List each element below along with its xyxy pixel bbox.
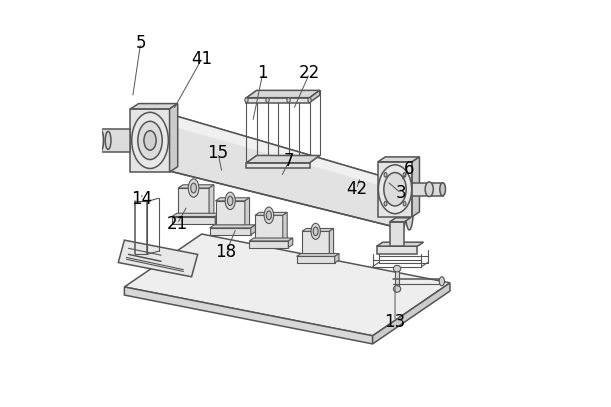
- Ellipse shape: [97, 129, 104, 152]
- Polygon shape: [296, 254, 339, 256]
- Text: 41: 41: [191, 50, 212, 68]
- Polygon shape: [170, 104, 178, 172]
- Ellipse shape: [378, 165, 412, 214]
- Ellipse shape: [105, 131, 111, 149]
- Ellipse shape: [156, 113, 166, 168]
- Polygon shape: [377, 246, 417, 254]
- Polygon shape: [251, 225, 255, 235]
- Polygon shape: [255, 215, 283, 241]
- Polygon shape: [249, 238, 293, 241]
- Ellipse shape: [403, 201, 406, 206]
- Polygon shape: [378, 162, 412, 217]
- Polygon shape: [249, 241, 288, 247]
- Polygon shape: [288, 238, 293, 247]
- Ellipse shape: [144, 131, 156, 150]
- Text: 5: 5: [136, 34, 146, 52]
- Text: 7: 7: [284, 152, 295, 170]
- Polygon shape: [210, 225, 255, 228]
- Polygon shape: [166, 114, 415, 195]
- Polygon shape: [131, 109, 170, 172]
- Polygon shape: [329, 228, 334, 256]
- Text: 14: 14: [131, 190, 153, 208]
- Ellipse shape: [266, 98, 269, 103]
- Polygon shape: [377, 242, 423, 246]
- Polygon shape: [125, 287, 373, 344]
- Polygon shape: [310, 90, 320, 103]
- Polygon shape: [378, 157, 420, 162]
- Text: 6: 6: [404, 160, 414, 178]
- Ellipse shape: [308, 98, 311, 103]
- Polygon shape: [172, 213, 220, 217]
- Polygon shape: [125, 234, 450, 336]
- Polygon shape: [296, 256, 335, 263]
- Ellipse shape: [132, 112, 169, 168]
- Ellipse shape: [245, 98, 248, 103]
- Ellipse shape: [311, 223, 320, 239]
- Polygon shape: [302, 228, 334, 231]
- Polygon shape: [172, 217, 215, 224]
- Polygon shape: [209, 185, 214, 217]
- Text: 21: 21: [167, 215, 188, 233]
- Polygon shape: [302, 231, 329, 256]
- Polygon shape: [395, 269, 399, 289]
- Polygon shape: [390, 218, 411, 222]
- Polygon shape: [412, 157, 420, 217]
- Polygon shape: [178, 185, 214, 188]
- Polygon shape: [246, 98, 310, 103]
- Ellipse shape: [266, 211, 271, 220]
- Ellipse shape: [188, 179, 199, 197]
- Ellipse shape: [440, 183, 445, 196]
- Polygon shape: [178, 188, 209, 217]
- Text: 42: 42: [346, 180, 367, 198]
- Ellipse shape: [264, 207, 274, 223]
- Ellipse shape: [403, 173, 406, 177]
- Polygon shape: [216, 201, 245, 228]
- Polygon shape: [335, 254, 339, 263]
- Ellipse shape: [439, 277, 444, 286]
- Polygon shape: [373, 283, 450, 344]
- Polygon shape: [154, 114, 415, 229]
- Ellipse shape: [191, 183, 196, 193]
- Polygon shape: [246, 90, 320, 98]
- Ellipse shape: [405, 185, 414, 230]
- Text: 13: 13: [384, 313, 406, 330]
- Text: 15: 15: [207, 144, 229, 162]
- Polygon shape: [119, 240, 197, 277]
- Polygon shape: [210, 228, 251, 235]
- Polygon shape: [255, 212, 287, 215]
- Polygon shape: [246, 163, 310, 168]
- Ellipse shape: [393, 265, 401, 272]
- Ellipse shape: [425, 182, 433, 197]
- Ellipse shape: [384, 173, 406, 206]
- Ellipse shape: [287, 98, 290, 103]
- Polygon shape: [215, 213, 220, 224]
- Text: 22: 22: [299, 64, 320, 82]
- Ellipse shape: [138, 121, 163, 160]
- Ellipse shape: [393, 286, 401, 292]
- Polygon shape: [246, 155, 320, 163]
- Text: 1: 1: [257, 64, 268, 82]
- Polygon shape: [100, 129, 131, 152]
- Polygon shape: [245, 198, 249, 228]
- Polygon shape: [216, 198, 249, 201]
- Polygon shape: [412, 183, 442, 196]
- Text: 3: 3: [396, 184, 406, 202]
- Polygon shape: [131, 104, 178, 109]
- Ellipse shape: [384, 173, 387, 177]
- Text: 18: 18: [216, 243, 236, 261]
- Polygon shape: [390, 222, 404, 246]
- Ellipse shape: [225, 192, 235, 210]
- Ellipse shape: [313, 227, 318, 236]
- Polygon shape: [283, 212, 287, 241]
- Ellipse shape: [227, 196, 233, 206]
- Ellipse shape: [384, 201, 387, 206]
